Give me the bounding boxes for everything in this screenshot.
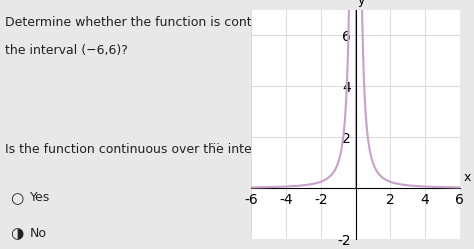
- Text: Is the function continuous over the interval (−6,6)?: Is the function continuous over the inte…: [5, 142, 326, 156]
- Text: ○: ○: [10, 191, 23, 206]
- Text: Determine whether the function is continuous over: Determine whether the function is contin…: [5, 16, 325, 29]
- Text: Yes: Yes: [29, 191, 50, 204]
- Text: x: x: [463, 171, 471, 184]
- Text: ◑: ◑: [10, 227, 23, 242]
- Text: y: y: [358, 0, 365, 7]
- Text: the interval (−6,6)?: the interval (−6,6)?: [5, 44, 128, 57]
- Text: No: No: [29, 227, 46, 240]
- Text: ···: ···: [210, 139, 221, 149]
